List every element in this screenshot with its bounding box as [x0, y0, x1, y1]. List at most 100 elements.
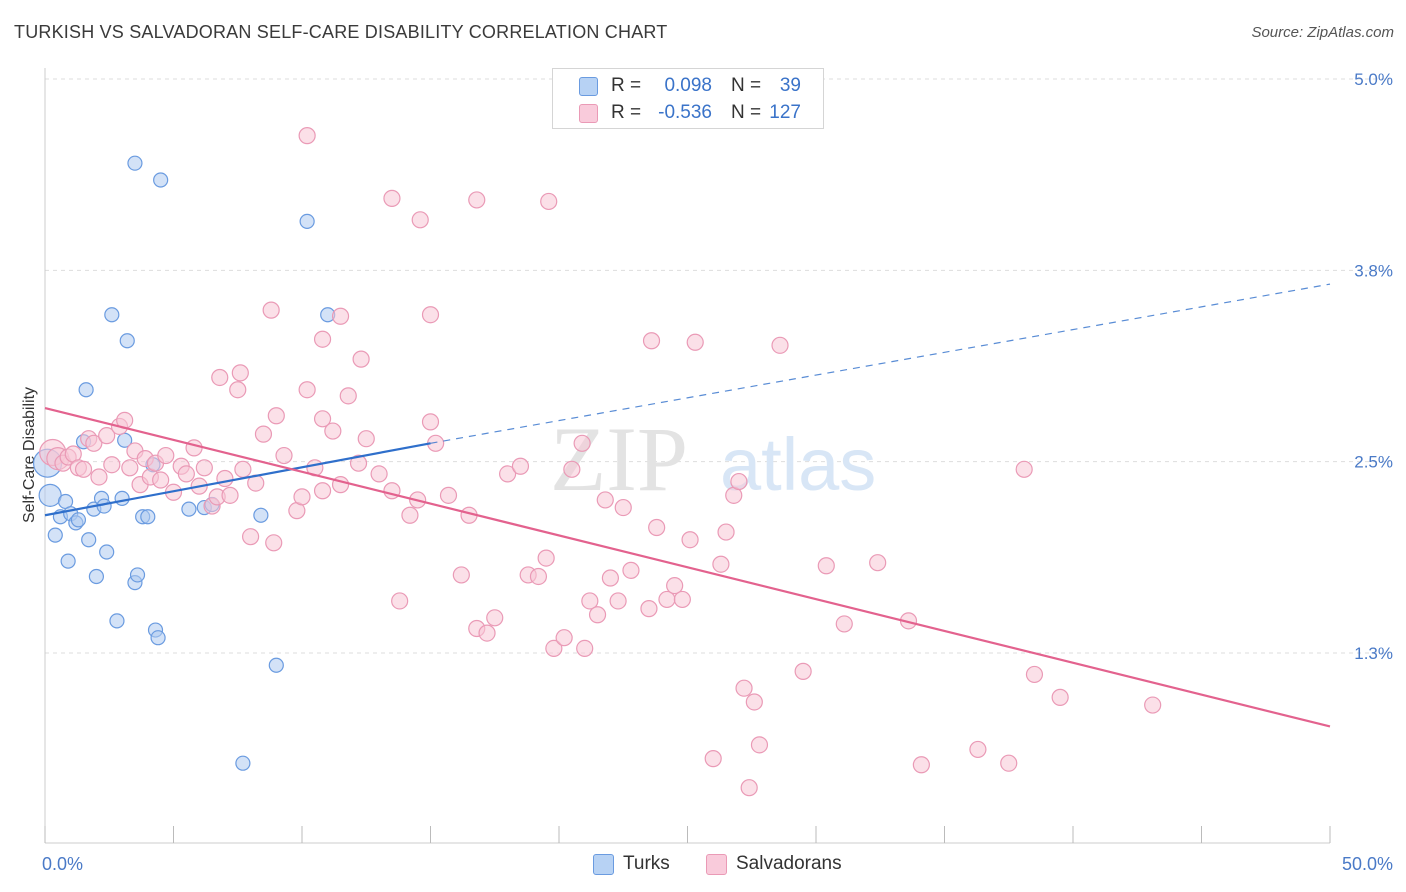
salvadorans-point	[648, 518, 666, 537]
salvadorans-point	[1000, 754, 1018, 772]
turks-point	[114, 490, 130, 507]
salvadorans-point	[98, 427, 116, 445]
salvadorans-point	[712, 555, 730, 573]
watermark-atlas: atlas	[720, 423, 876, 506]
legend-r-label: R =	[611, 102, 642, 123]
salvadorans-point	[704, 750, 722, 768]
salvadorans-point	[673, 590, 691, 609]
salvadorans-point	[588, 606, 607, 624]
salvadorans-point	[121, 459, 139, 477]
salvadorans-point	[666, 577, 684, 595]
x-tick-labels: 0.0% 50.0%	[42, 854, 1393, 874]
salvadorans-point	[391, 592, 409, 610]
turks-point	[47, 527, 63, 543]
turks-point	[104, 307, 120, 323]
turks-point	[81, 532, 97, 548]
y-axis-label: Self-Care Disability	[21, 387, 38, 523]
turks-point	[299, 213, 315, 229]
salvadorans-point	[681, 531, 699, 549]
salvadorans-point	[596, 491, 614, 509]
turks-swatch	[593, 854, 614, 875]
legend-row-turks: R = 0.098 N = 39	[553, 73, 823, 99]
turks-point	[78, 382, 94, 398]
salvadorans-point	[229, 381, 247, 399]
salvadorans-point	[411, 211, 429, 229]
salvadorans-point	[421, 306, 440, 324]
salvadorans-point	[1051, 688, 1069, 706]
salvadorans-point	[339, 387, 357, 405]
salvadorans-point	[216, 469, 234, 488]
salvadorans-point	[545, 639, 563, 658]
turks-point	[235, 755, 251, 771]
salvadorans-point	[267, 407, 285, 425]
legend-n-value: 39	[779, 75, 801, 96]
turks-point	[129, 567, 146, 583]
salvadorans-point	[771, 336, 789, 354]
salvadorans-point	[313, 330, 332, 348]
turks-point	[127, 155, 143, 171]
y-tick-label: 2.5%	[1354, 453, 1393, 472]
turks-point	[38, 483, 62, 507]
salvadorans-point	[324, 422, 342, 440]
salvadorans-point	[352, 350, 370, 368]
salvadorans-point	[499, 465, 517, 483]
salvadorans-point	[529, 567, 548, 586]
salvadorans-point	[601, 569, 620, 587]
legend-label-salvadorans: Salvadorans	[736, 853, 842, 874]
salvadorans-point	[969, 740, 987, 759]
legend-r-value: 0.098	[664, 75, 712, 96]
salvadorans-point	[1025, 665, 1044, 684]
salvadorans-point	[511, 457, 530, 475]
turks-point	[140, 509, 156, 525]
turks-point	[153, 172, 169, 188]
salvadorans-point	[221, 486, 239, 504]
salvadorans-point	[686, 333, 704, 351]
salvadorans-point	[357, 430, 375, 448]
salvadorans-point	[242, 528, 260, 546]
stats-legend: R = 0.098 N = 39 R = -0.536 N = 127	[552, 68, 824, 129]
salvadorans-trendline	[44, 407, 1331, 728]
legend-n-value: 127	[769, 102, 801, 123]
salvadorans-point	[478, 624, 496, 642]
salvadorans-point	[421, 413, 440, 431]
x-tick-label: 50.0%	[1342, 854, 1393, 874]
salvadorans-point	[609, 592, 627, 610]
salvadorans-point	[622, 561, 640, 579]
salvadorans-point	[401, 506, 419, 524]
salvadorans-point	[211, 368, 229, 387]
salvadorans-point	[835, 615, 853, 633]
salvadorans-point	[185, 439, 203, 457]
salvadorans-point	[614, 498, 632, 517]
legend-row-salvadorans: R = -0.536 N = 127	[553, 100, 823, 126]
salvadorans-point	[794, 662, 812, 680]
salvadorans-points	[39, 127, 1162, 797]
salvadorans-point	[265, 534, 283, 552]
salvadorans-point	[313, 410, 332, 428]
salvadorans-point	[103, 456, 121, 474]
turks-point	[60, 553, 76, 569]
salvadorans-point	[573, 434, 591, 452]
salvadorans-point	[537, 549, 555, 567]
salvadorans-swatch	[706, 854, 727, 875]
salvadorans-point	[231, 364, 249, 382]
salvadorans-point	[730, 472, 748, 491]
turks-point	[70, 512, 87, 528]
salvadorans-point	[275, 446, 293, 465]
salvadorans-point	[177, 465, 195, 483]
salvadorans-point	[750, 736, 769, 754]
legend-n-label: N =	[731, 102, 762, 123]
salvadorans-point	[555, 629, 573, 647]
salvadorans-point	[439, 486, 458, 504]
salvadorans-point	[74, 460, 93, 478]
salvadorans-point	[383, 189, 401, 207]
turks-trendline-extension	[430, 283, 1331, 444]
salvadorans-point	[717, 523, 735, 541]
salvadorans-point	[912, 756, 930, 774]
legend-label-turks: Turks	[623, 853, 670, 874]
turks-point	[99, 544, 115, 560]
salvadorans-point	[195, 459, 213, 477]
salvadorans-point	[640, 600, 658, 618]
salvadorans-point	[349, 454, 368, 472]
x-tick-label: 0.0%	[42, 854, 83, 874]
